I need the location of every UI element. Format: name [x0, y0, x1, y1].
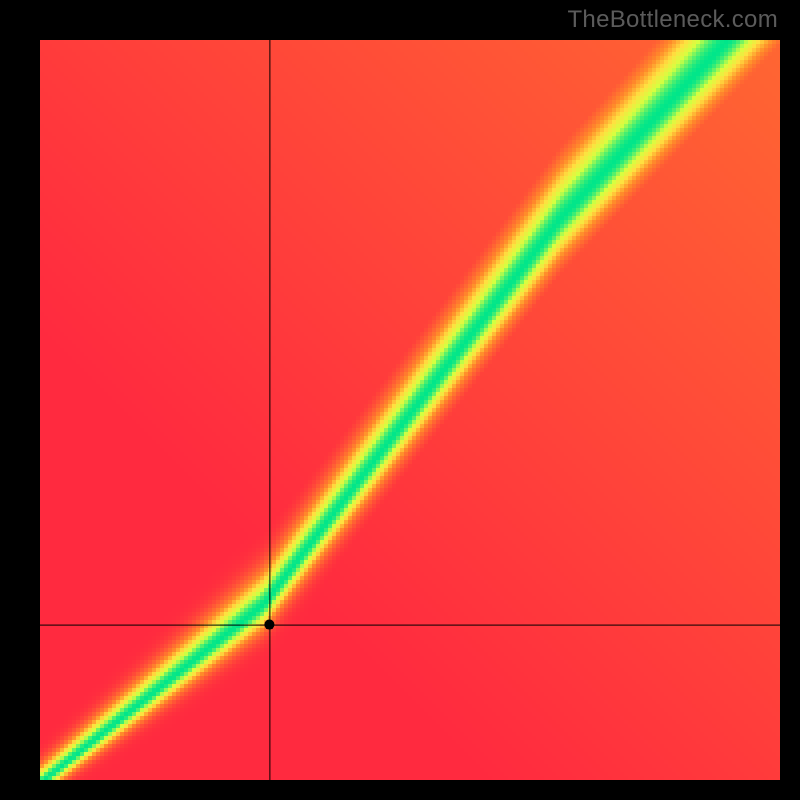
attribution-label: TheBottleneck.com: [567, 6, 778, 34]
chart-container: TheBottleneck.com: [0, 0, 800, 800]
bottleneck-heatmap: [0, 0, 800, 800]
